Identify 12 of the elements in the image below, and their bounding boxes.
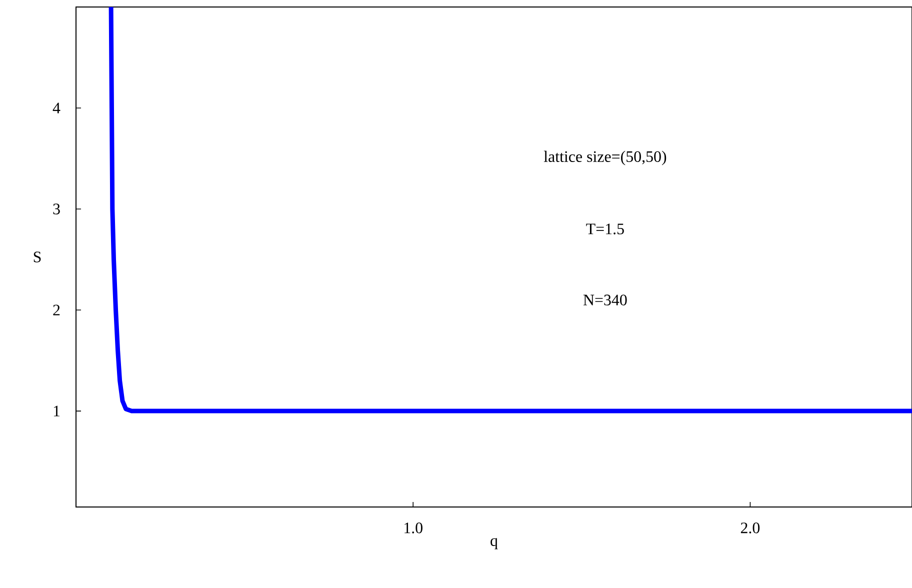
y-axis-title: S xyxy=(34,252,41,262)
annotation: T=1.5 xyxy=(586,224,624,234)
x-axis-title: q xyxy=(490,538,498,550)
y-tick-label: 1 xyxy=(54,406,60,416)
x-tick-label: 1.0 xyxy=(404,522,422,534)
y-tick-label: 3 xyxy=(53,204,60,214)
line-series xyxy=(108,6,912,414)
y-tick-label: 2 xyxy=(53,304,60,316)
x-tick-label: 2.0 xyxy=(740,522,760,534)
y-tick-label: 4 xyxy=(52,102,60,114)
annotation: N=340 xyxy=(583,294,627,306)
annotation: lattice size=(50,50) xyxy=(544,150,666,166)
